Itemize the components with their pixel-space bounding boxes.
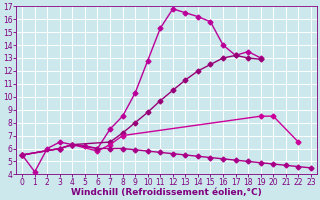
- X-axis label: Windchill (Refroidissement éolien,°C): Windchill (Refroidissement éolien,°C): [71, 188, 262, 197]
